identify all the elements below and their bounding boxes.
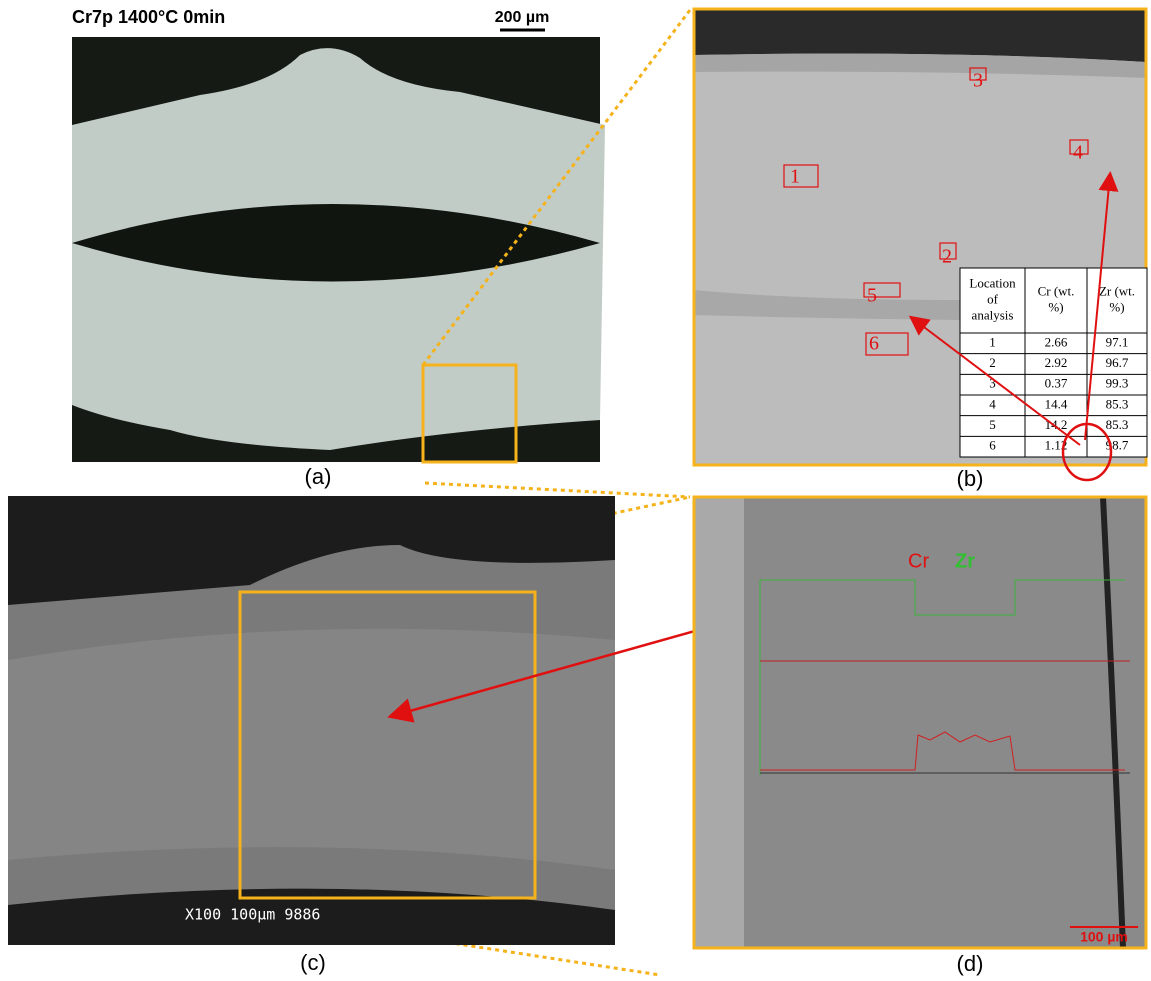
table-cell: 0.37: [1045, 376, 1068, 391]
table-cell: 85.3: [1106, 396, 1129, 411]
legend-entry: Zr: [955, 550, 975, 572]
region-label: 6: [869, 333, 879, 355]
panel-title: Cr7p 1400°C 0min: [72, 7, 225, 27]
panel-a: Cr7p 1400°C 0min 200 µm (a): [72, 7, 605, 489]
caption: (c): [300, 950, 326, 975]
region-label: 2: [942, 246, 952, 268]
table-cell: 99.3: [1106, 376, 1129, 391]
caption: (b): [957, 466, 984, 491]
caption: (a): [305, 464, 332, 489]
table-cell: 4: [989, 396, 996, 411]
table-cell: 2.92: [1045, 355, 1068, 370]
table-cell: 97.1: [1106, 334, 1129, 349]
scale-bar-label: 200 µm: [495, 9, 550, 26]
region-label: 5: [867, 285, 877, 307]
table-cell: 14.2: [1045, 417, 1068, 432]
table-cell: 6: [989, 438, 996, 453]
panel-d: Cr Zr 100 µm (d): [694, 497, 1146, 976]
region-label: 3: [973, 70, 983, 92]
caption: (d): [957, 951, 984, 976]
table-cell: 2: [989, 355, 996, 370]
sem-info: X100 100µm 9886: [185, 906, 320, 924]
table-cell: 1: [989, 334, 996, 349]
figure: Cr7p 1400°C 0min 200 µm (a) 1 2 3 4 5 6 …: [0, 0, 1151, 981]
region-label: 4: [1073, 142, 1083, 164]
legend-entry: Cr: [908, 550, 929, 572]
scale-bar-label: 100 µm: [1080, 929, 1128, 945]
table-cell: 14.4: [1045, 396, 1068, 411]
table-cell: 85.3: [1106, 417, 1129, 432]
region-label: 1: [790, 166, 800, 188]
table-cell: 2.66: [1045, 334, 1068, 349]
table-cell: 5: [989, 417, 996, 432]
table-cell: 96.7: [1106, 355, 1129, 370]
